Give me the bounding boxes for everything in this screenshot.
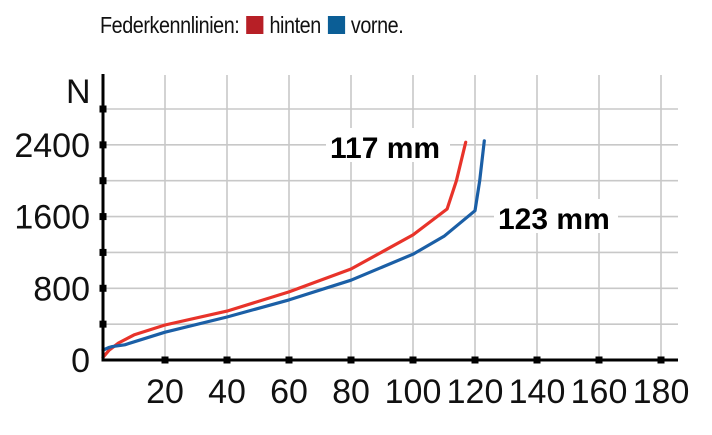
x-tick-mark [223, 356, 231, 364]
y-tick-mark [99, 177, 107, 185]
x-tick-mark [409, 356, 417, 364]
x-tick-label: 40 [208, 373, 246, 411]
x-tick-label: 180 [633, 373, 690, 411]
callout-vorne: 123 mm [498, 203, 610, 236]
callout-labels: 117 mm 123 mm [326, 128, 618, 236]
y-tick-mark [99, 105, 107, 113]
x-tick-mark [161, 356, 169, 364]
y-axis-unit: N [66, 73, 91, 111]
series-line-vorne [101, 139, 486, 352]
callout-hinten: 117 mm [330, 132, 440, 165]
y-tick-mark [99, 213, 107, 221]
y-tick-mark [99, 320, 107, 328]
legend-title: Federkennlinien: [100, 11, 240, 38]
x-tick-label: 120 [447, 373, 504, 411]
x-tick-label: 20 [146, 373, 184, 411]
x-tick-label: 160 [571, 373, 628, 411]
legend-label-vorne: vorne. [350, 11, 404, 38]
x-tick-mark [285, 356, 293, 364]
x-tick-label: 60 [270, 373, 308, 411]
y-tick-label: 800 [33, 270, 90, 308]
y-tick-mark [99, 284, 107, 292]
x-tick-label: 140 [509, 373, 566, 411]
legend-swatch-vorne [327, 16, 345, 34]
series-line-hinten [101, 140, 468, 359]
y-tick-label: 1600 [14, 199, 90, 237]
x-tick-mark [471, 356, 479, 364]
axes [99, 74, 678, 364]
legend-label-hinten: hinten [269, 11, 321, 38]
data-series [101, 139, 486, 359]
chart-legend: Federkennlinien: hinten vorne. [100, 10, 404, 40]
x-tick-mark [595, 356, 603, 364]
y-tick-mark [99, 248, 107, 256]
x-tick-mark [347, 356, 355, 364]
legend-swatch-hinten [246, 16, 264, 34]
y-tick-label: 0 [71, 342, 90, 380]
x-tick-mark [533, 356, 541, 364]
x-tick-mark [657, 356, 665, 364]
y-tick-labels: 0 800 1600 2400 [14, 127, 90, 380]
x-tick-label: 80 [332, 373, 370, 411]
y-tick-label: 2400 [14, 127, 90, 165]
x-tick-labels: 20 40 60 80 100 120 140 160 180 [146, 373, 689, 411]
x-tick-label: 100 [385, 373, 442, 411]
y-tick-mark [99, 141, 107, 149]
